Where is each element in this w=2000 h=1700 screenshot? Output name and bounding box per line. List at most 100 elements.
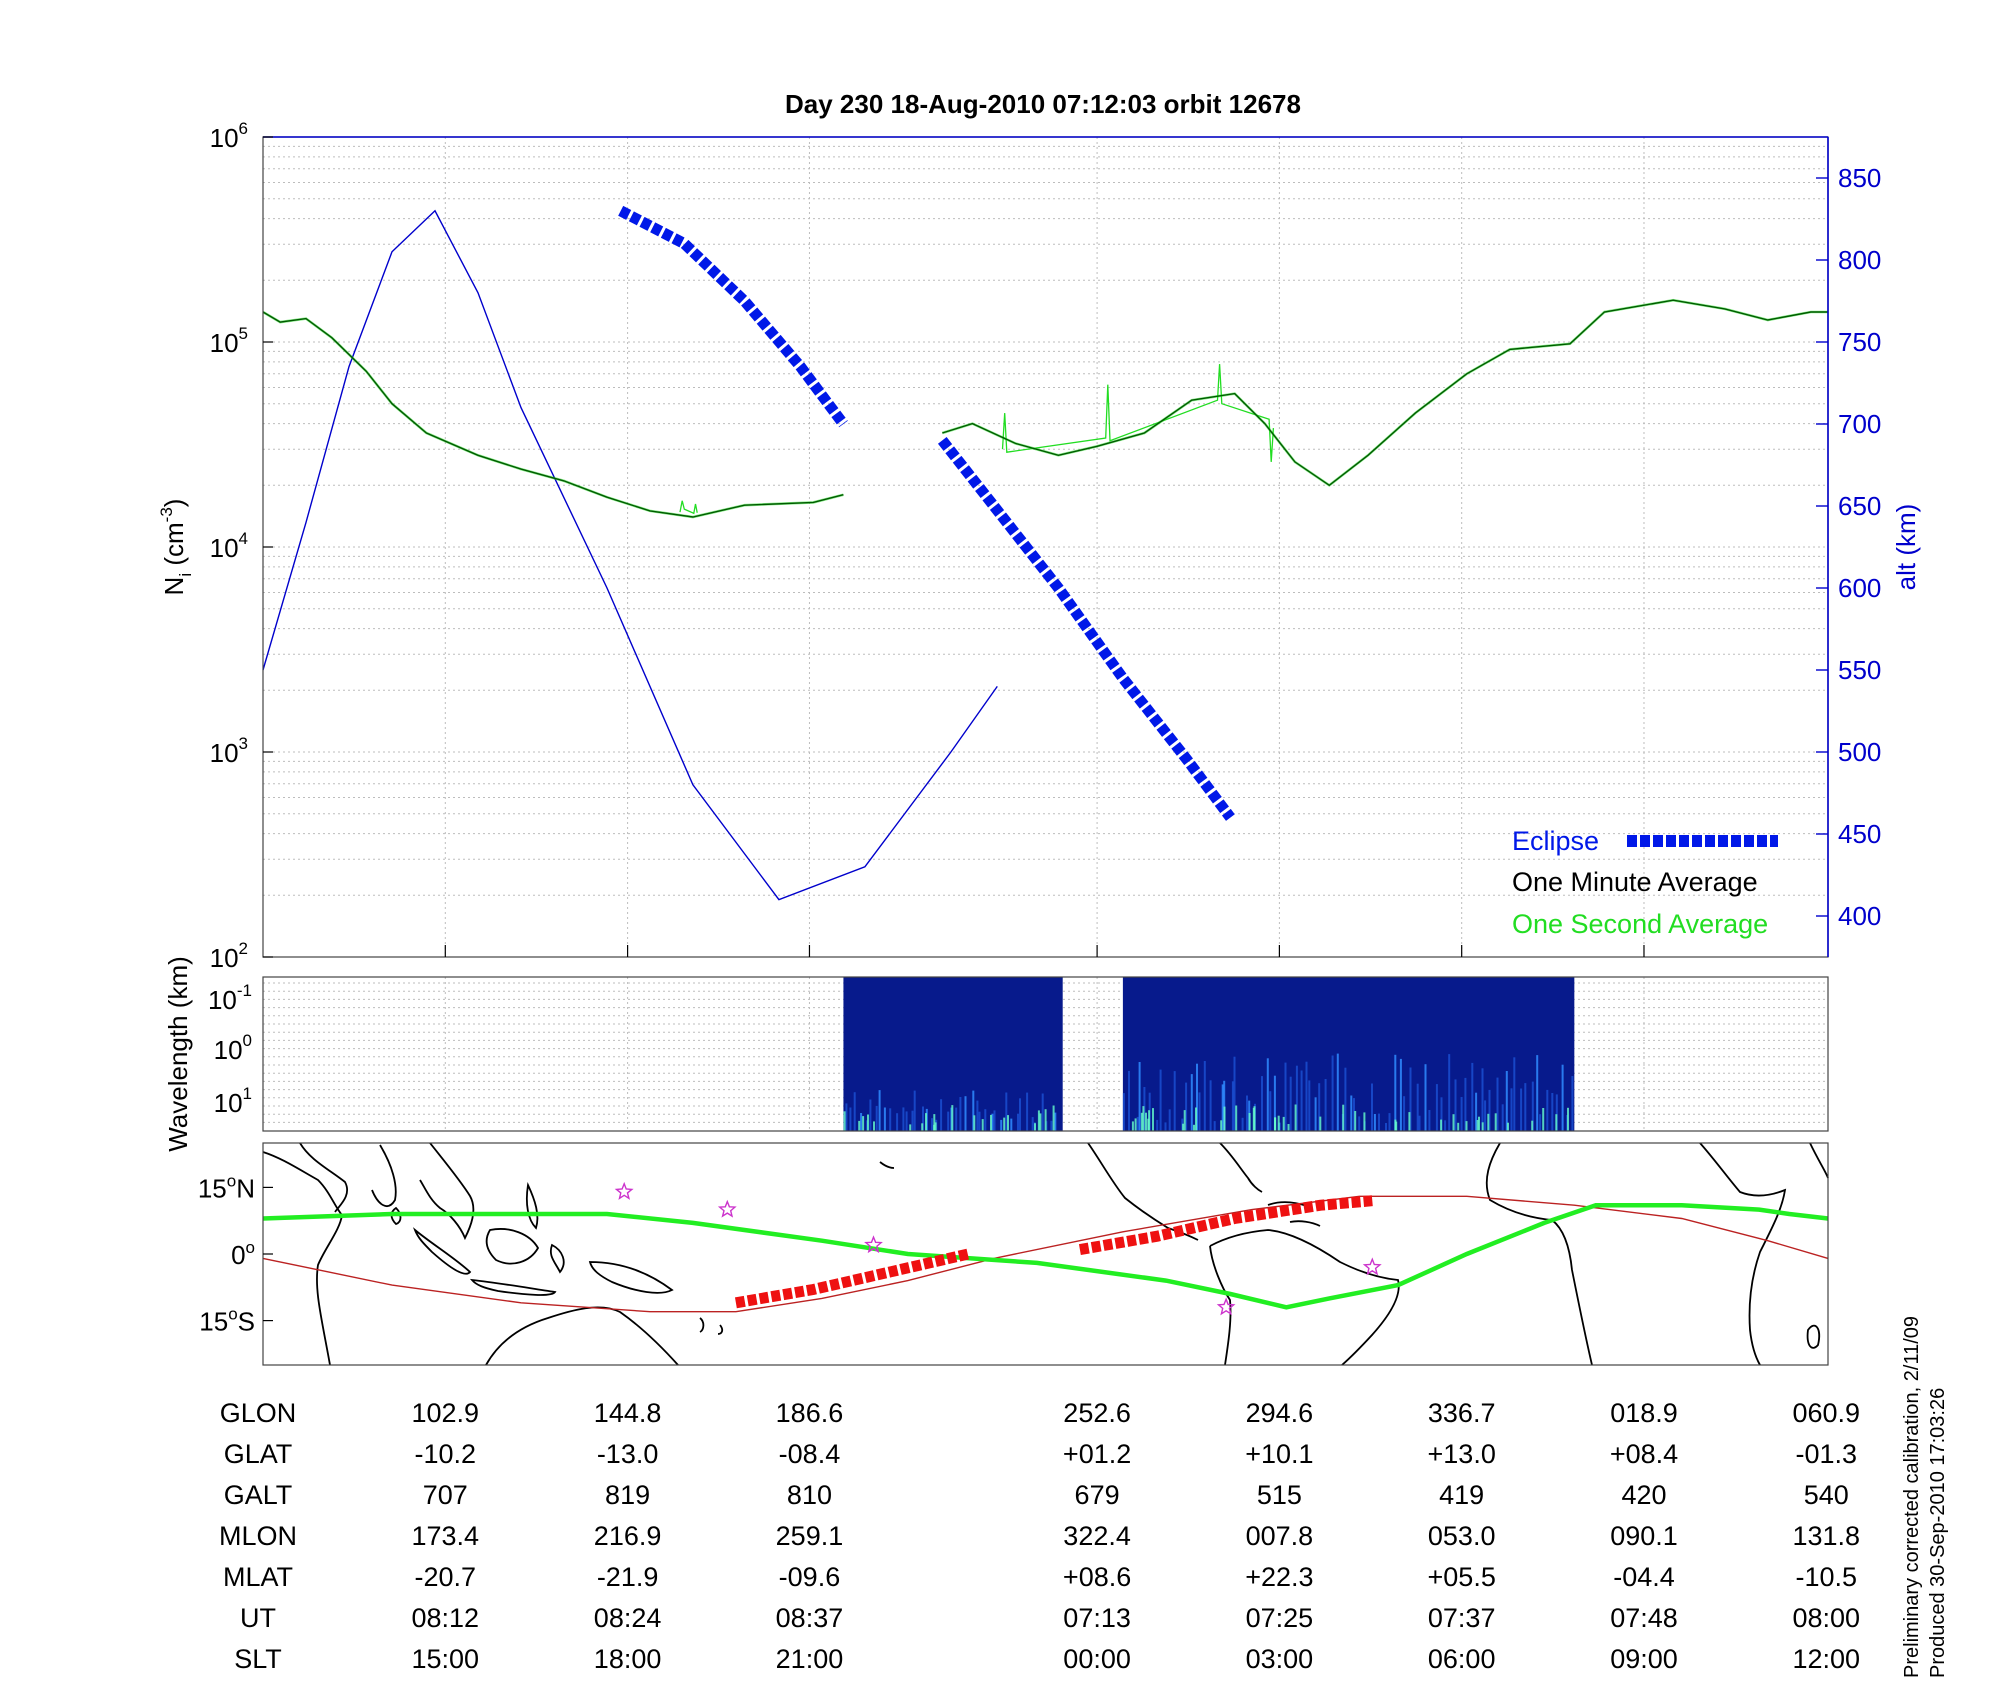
spectrogram-hot-column (1457, 1122, 1460, 1131)
spectrogram-column (1221, 1084, 1224, 1131)
spectrogram-column (1501, 1104, 1504, 1131)
ephemeris-cell: 090.1 (1610, 1521, 1678, 1551)
spectrogram-column (1331, 1055, 1334, 1131)
spectrogram-hot-column (1003, 1117, 1006, 1131)
altitude-tick-label: 850 (1838, 163, 1881, 193)
spectrogram-hot-column (1440, 1119, 1443, 1131)
spectrogram-column (1403, 1096, 1406, 1131)
ephemeris-cell: 294.6 (1246, 1398, 1314, 1428)
map-y-tick-label: 0o (231, 1238, 255, 1270)
spectrogram-y-tick-label: 100 (214, 1031, 252, 1065)
spectrogram-column (1394, 1054, 1397, 1131)
eclipse-line-1 (618, 205, 848, 428)
density-y-tick-label: 102 (210, 939, 248, 973)
spectrogram-column (1448, 1054, 1451, 1131)
spectrogram-column (1213, 1121, 1216, 1131)
calibration-note: Preliminary corrected calibration, 2/11/… (1901, 1316, 1949, 1678)
spectrogram-column (1136, 1116, 1139, 1131)
spectrogram-column (1173, 1071, 1176, 1131)
ephemeris-cell: +08.6 (1063, 1562, 1131, 1592)
map-eclipse-line-2 (1078, 1195, 1373, 1256)
spectrogram-column (849, 1107, 852, 1131)
ephemeris-cell: 12:00 (1792, 1644, 1860, 1674)
spectrogram-hot-column (1394, 1119, 1397, 1131)
spectrogram-hot-column (1452, 1114, 1455, 1131)
ephemeris-cell: +13.0 (1428, 1439, 1496, 1469)
ephemeris-cell: 07:13 (1063, 1603, 1131, 1633)
ephemeris-cell: 09:00 (1610, 1644, 1678, 1674)
spectrogram-column (922, 1106, 924, 1131)
spectrogram-column (1305, 1061, 1308, 1131)
ephemeris-row-label: UT (240, 1603, 276, 1633)
ephemeris-cell: 144.8 (594, 1398, 662, 1428)
magnetic-star-marker (1216, 1297, 1236, 1316)
spectrogram-hot-column (1294, 1104, 1297, 1131)
ephemeris-cell: 007.8 (1246, 1521, 1314, 1551)
density-y-tick-label: 105 (210, 324, 248, 358)
ylabel-end: ) (159, 499, 189, 508)
density-series (262, 205, 1828, 901)
spectrogram-hot-column (1287, 1124, 1290, 1131)
spectrogram-column (993, 1110, 996, 1131)
map-y-tick-label: 15oN (198, 1171, 255, 1203)
spectrogram-column (1358, 1116, 1361, 1131)
spectrogram-column (1233, 1056, 1236, 1131)
minute-average-line-2 (942, 299, 1828, 487)
magnetic-star-marker (1362, 1257, 1382, 1276)
spectrogram-column (1164, 1122, 1167, 1131)
density-y-tick-label: 103 (210, 734, 248, 768)
ephemeris-cell: 08:24 (594, 1603, 662, 1633)
spectrogram-column (1289, 1076, 1292, 1131)
spectrogram-column (1409, 1067, 1412, 1131)
altitude-y-ticks: 400 450 500 550 600 650 700 750 800 850 (1816, 163, 1881, 931)
spectrogram-hot-column (933, 1114, 936, 1131)
spectrogram-hot-column (1481, 1122, 1484, 1131)
ylabel-sub: i (176, 573, 195, 577)
ephemeris-cell: -21.9 (597, 1562, 659, 1592)
ylabel-rest: (cm (159, 522, 189, 573)
magnetic-star-marker (614, 1181, 634, 1200)
legend: Eclipse One Minute Average One Second Av… (1512, 826, 1778, 939)
spectrogram-column (889, 1108, 892, 1131)
spectrogram-column (1488, 1089, 1491, 1131)
spectrogram-column (1531, 1081, 1534, 1131)
spectrogram-column (896, 1113, 899, 1131)
spectrogram-hot-column (1140, 1112, 1143, 1131)
altitude-tick-label: 650 (1838, 491, 1881, 521)
ephemeris-cell: -01.3 (1796, 1439, 1858, 1469)
ephemeris-cell: 420 (1621, 1480, 1666, 1510)
spectrogram-hot-column (1408, 1112, 1411, 1131)
spectrogram-hot-column (1034, 1123, 1036, 1131)
spectrogram-column (940, 1099, 943, 1131)
coast-arabia-east (1809, 1142, 1829, 1179)
spectrogram-column (1138, 1062, 1141, 1131)
ephemeris-cell: 08:12 (412, 1603, 480, 1633)
spectrogram-hot-column (934, 1122, 937, 1131)
spectrogram-column (911, 1110, 914, 1131)
map-series (262, 1181, 1829, 1316)
ephemeris-cell: 173.4 (412, 1521, 480, 1551)
spectrogram-column (1190, 1074, 1193, 1131)
ephemeris-cell: 186.6 (776, 1398, 844, 1428)
spectrogram-column (1428, 1110, 1431, 1131)
spectrogram-hot-column (843, 1111, 846, 1131)
spectrogram-column (860, 1113, 863, 1131)
spectrogram-column (1128, 1070, 1130, 1131)
spectrogram-block (1122, 977, 1575, 1131)
density-x-ticks (444, 945, 1645, 957)
spectrogram-column (1209, 1080, 1212, 1131)
legend-second-label: One Second Average (1512, 909, 1768, 939)
ephemeris-cell: 053.0 (1428, 1521, 1496, 1551)
density-ylabel: Ni (cm-3) (157, 499, 195, 596)
spectrogram-column (1388, 1113, 1391, 1131)
spectrogram-hot-column (1183, 1110, 1186, 1131)
spectrogram-y-tick-label: 10-1 (208, 981, 252, 1015)
altitude-tick-label: 500 (1838, 737, 1881, 767)
spectrogram-hot-column (1253, 1106, 1256, 1131)
spectrogram-column (1484, 1100, 1487, 1131)
map-y-ticks: 15oN 0o 15oS (198, 1171, 273, 1337)
spectrogram-column (976, 1100, 979, 1131)
ephemeris-cell: 03:00 (1246, 1644, 1314, 1674)
coast-java (469, 1278, 557, 1296)
spectrogram-hot-column (1507, 1122, 1509, 1131)
